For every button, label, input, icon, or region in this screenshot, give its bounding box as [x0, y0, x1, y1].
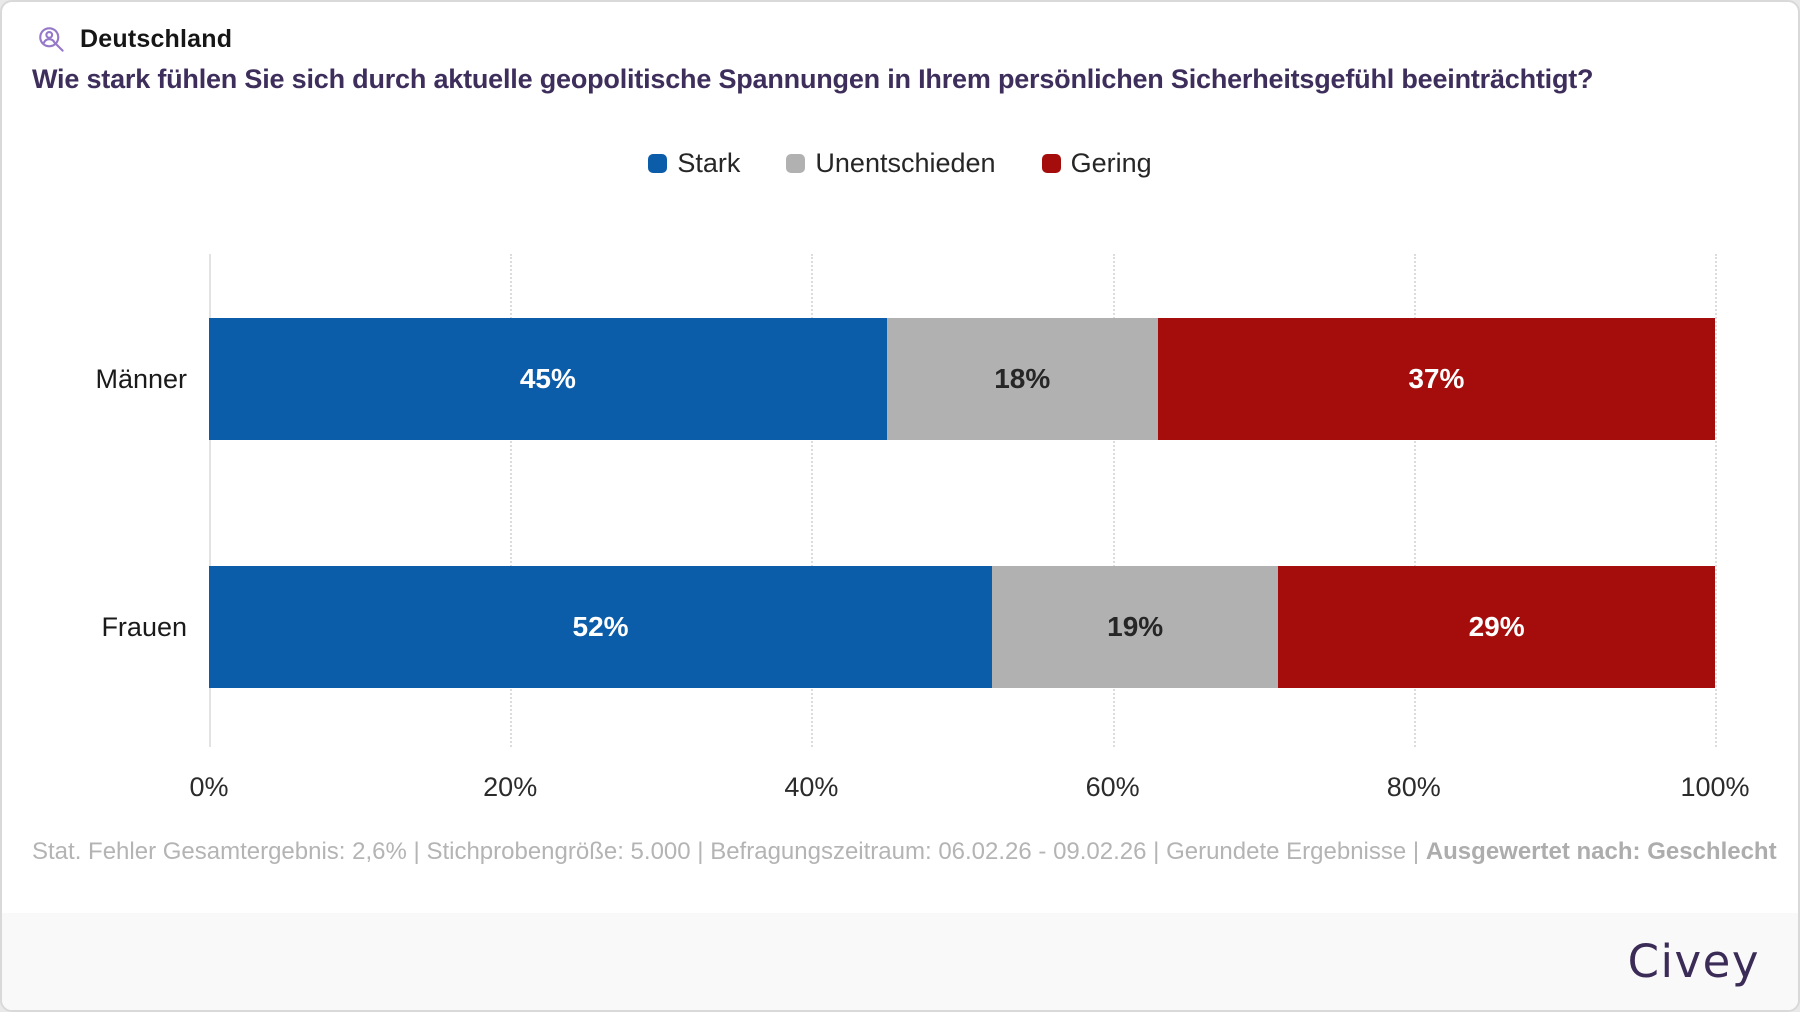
bar-segment-frauen-unentschieden: 19% [992, 566, 1279, 688]
gridline-80 [1413, 254, 1416, 747]
chart-plot-area: 0% 20% 40% 60% 80% 100% Männer 45% 18% 37% Frauen 5… [95, 254, 1750, 802]
gridline-60 [1112, 254, 1115, 747]
legend-label: Unentschieden [815, 148, 996, 178]
x-tick-label-20: 20% [483, 772, 538, 802]
bar-segment-männer-unentschieden: 18% [886, 318, 1158, 440]
x-tick-label-40: 40% [784, 772, 839, 802]
chart-legend: Stark Unentschieden Gering [2, 148, 1798, 179]
footnote-item: Befragungszeitraum: 06.02.26 - 09.02.26 [710, 838, 1147, 865]
segment-value-label: 29% [1468, 611, 1525, 642]
y-axis-line [209, 254, 211, 747]
legend-item-stark: Stark [648, 148, 740, 179]
bar-segment-männer-gering: 37% [1157, 318, 1715, 440]
gridline-20 [510, 254, 513, 747]
footnote-separator: | [406, 838, 427, 865]
footnote-item: Stichprobengröße: 5.000 [426, 838, 691, 865]
user-search-icon [36, 24, 66, 54]
question-title: Wie stark fühlen Sie sich durch aktuelle… [32, 64, 1594, 94]
segment-value-label: 19% [1107, 611, 1164, 642]
footnote-separator: | [690, 838, 711, 865]
bar-row-männer: Männer 45% 18% 37% [95, 318, 1715, 440]
segment-value-label: 52% [572, 611, 629, 642]
legend-label: Gering [1070, 148, 1152, 178]
legend-swatch-icon [786, 154, 806, 173]
footnote-separator: | [1406, 838, 1426, 865]
x-tick-label-0: 0% [189, 772, 229, 802]
legend-item-unentschieden: Unentschieden [786, 148, 996, 179]
category-label-männer: Männer [95, 363, 187, 394]
header: Deutschland [36, 24, 232, 54]
brand-band: Civey [2, 913, 1798, 1010]
segment-value-label: 45% [519, 363, 576, 394]
bar-row-frauen: Frauen 52% 19% 29% [101, 566, 1715, 688]
civey-logo: Civey [1627, 935, 1760, 988]
legend-swatch-icon [648, 154, 668, 173]
footnote-item: Gerundete Ergebnisse [1166, 838, 1407, 865]
bar-segment-frauen-gering: 29% [1278, 566, 1715, 688]
survey-footnote: Stat. Fehler Gesamtergebnis: 2,6% | Stic… [32, 838, 1777, 866]
legend-label: Stark [677, 148, 741, 178]
gridline-100 [1715, 254, 1717, 747]
x-tick-label-60: 60% [1085, 772, 1140, 802]
legend-item-gering: Gering [1041, 148, 1152, 179]
footnote-item: Ausgewertet nach: Geschlecht [1425, 838, 1777, 865]
region-label: Deutschland [80, 24, 233, 53]
category-label-frauen: Frauen [101, 611, 187, 642]
segment-value-label: 37% [1408, 363, 1465, 394]
legend-swatch-icon [1041, 154, 1061, 173]
x-tick-label-80: 80% [1386, 772, 1441, 802]
bar-segment-frauen-stark: 52% [209, 566, 993, 688]
footnote-item: Stat. Fehler Gesamtergebnis: 2,6% [32, 838, 407, 865]
x-tick-label-100: 100% [1680, 772, 1750, 802]
gridline-40 [811, 254, 814, 747]
segment-value-label: 18% [994, 363, 1051, 394]
bar-segment-männer-stark: 45% [209, 318, 887, 440]
footnote-separator: | [1146, 838, 1167, 865]
